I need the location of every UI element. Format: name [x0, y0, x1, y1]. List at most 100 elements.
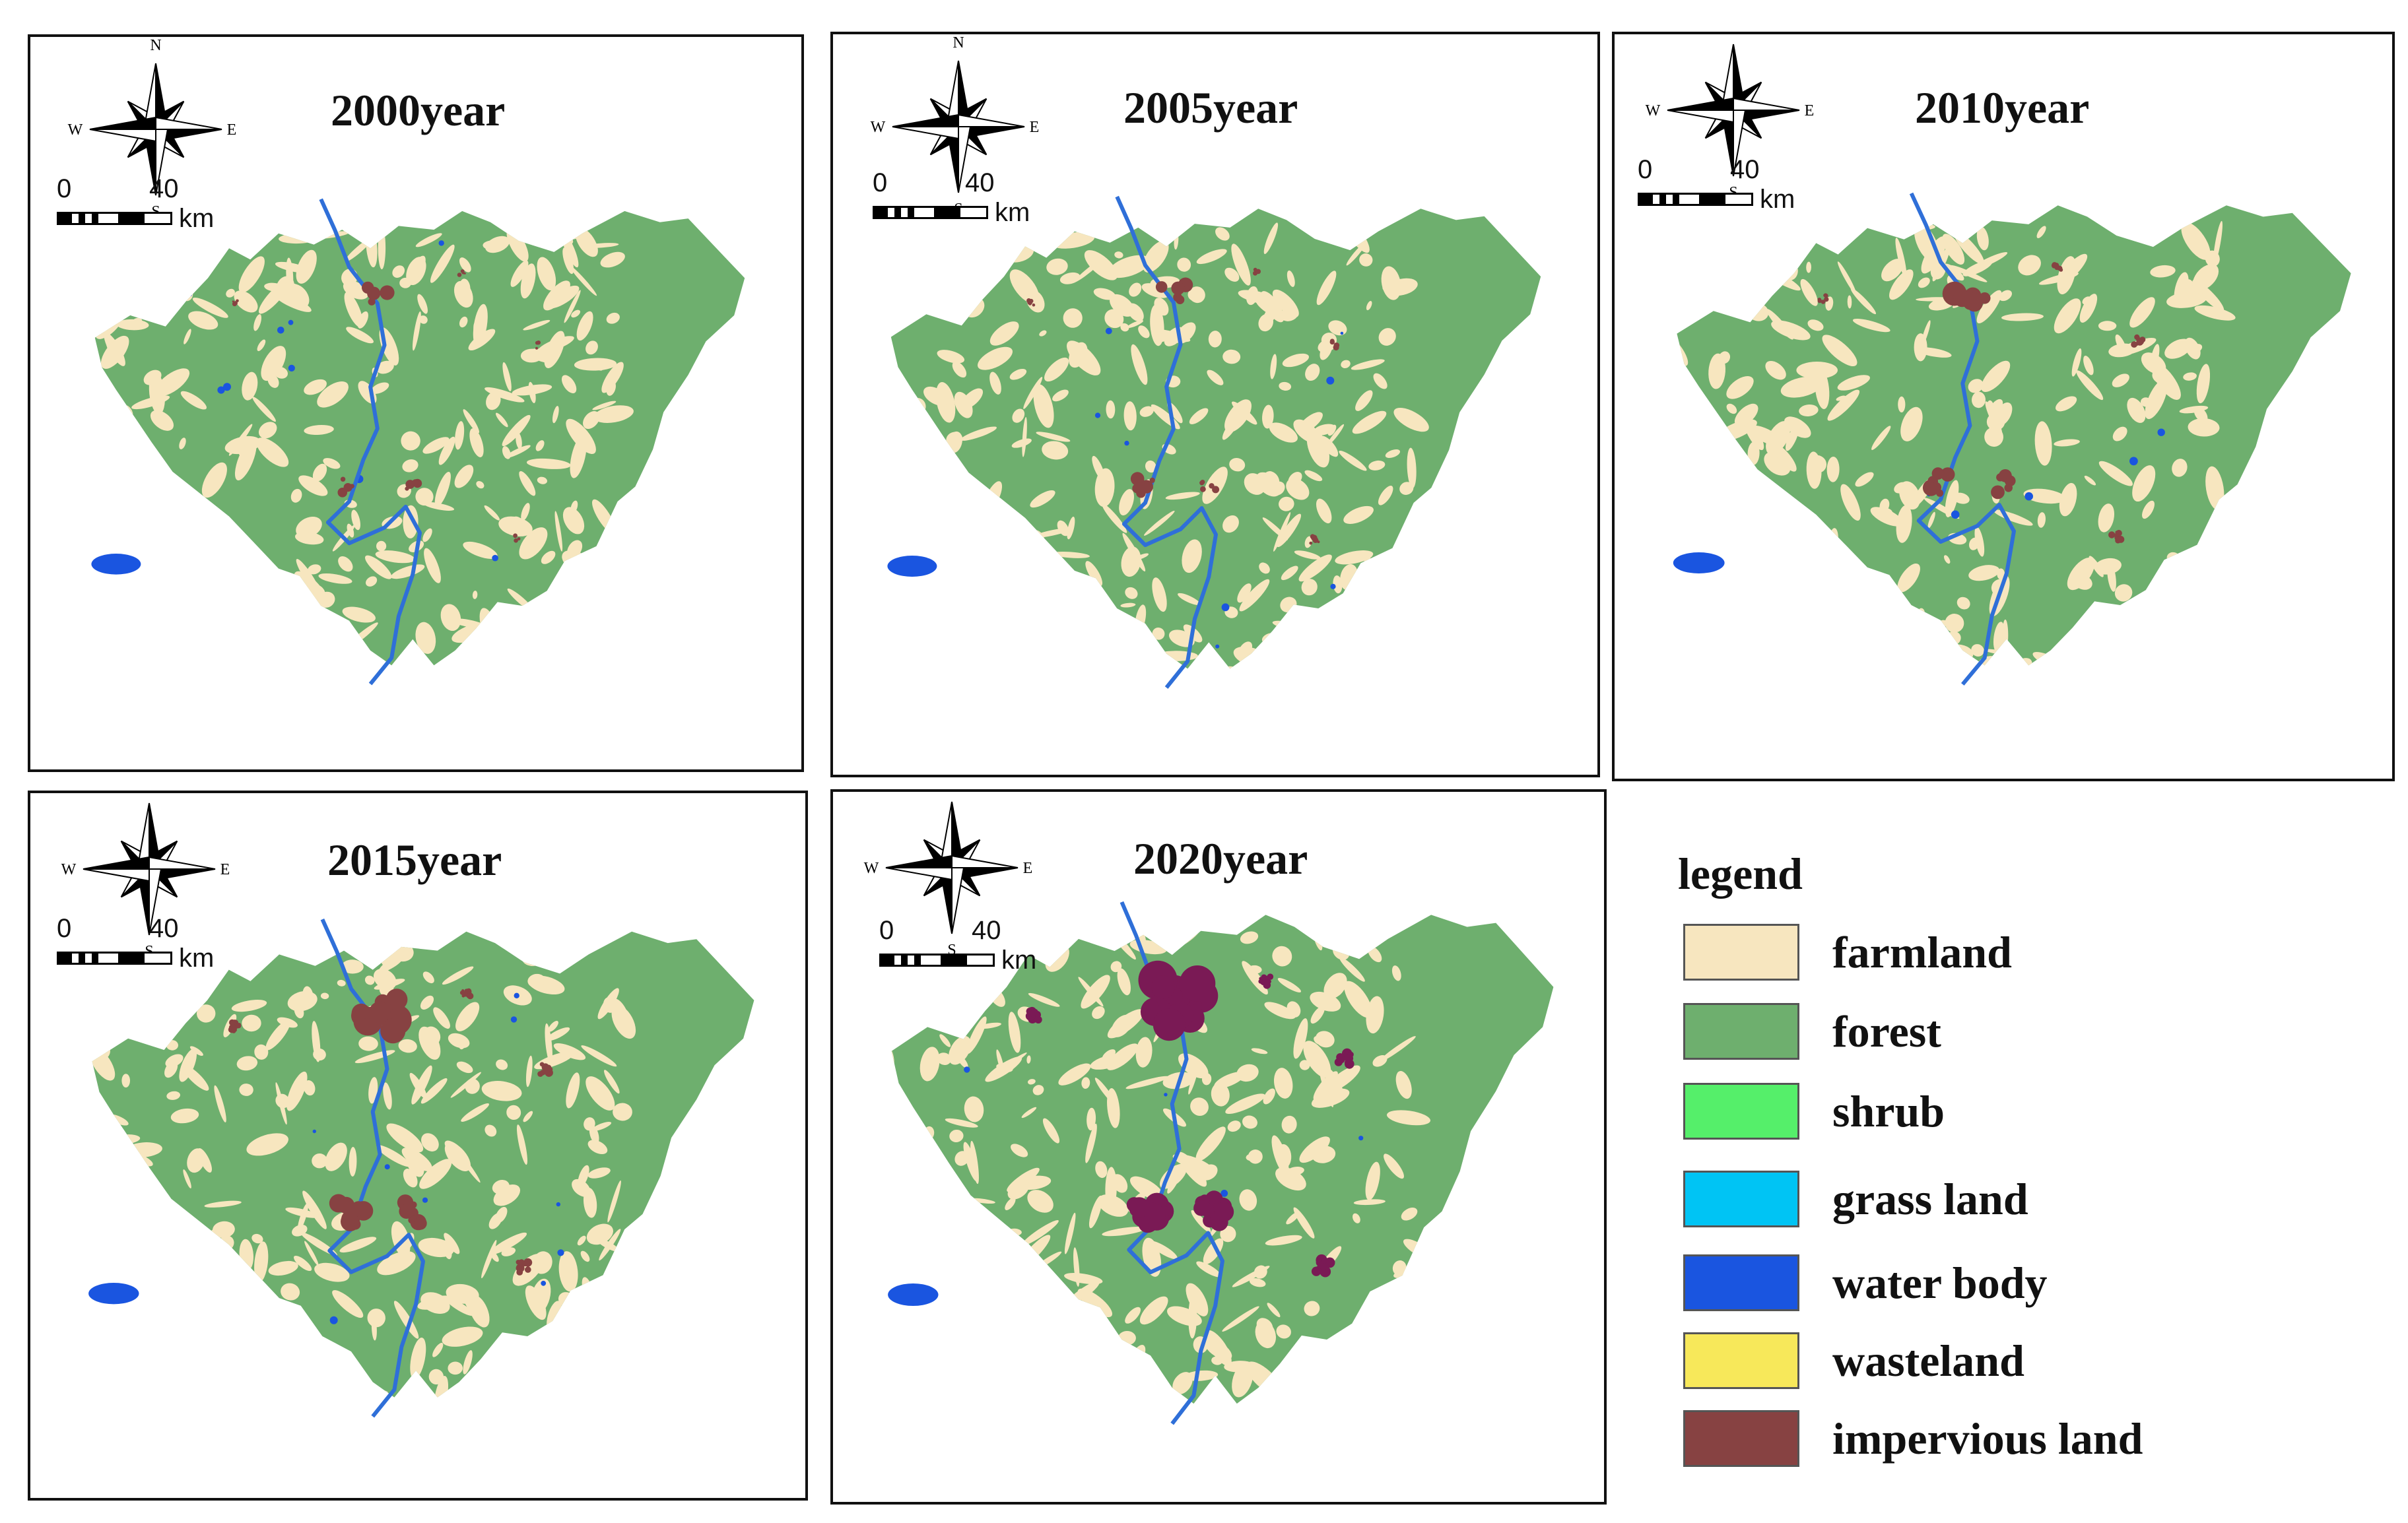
farmland-patch: [2145, 379, 2168, 420]
impervious-cluster: [1136, 488, 1146, 498]
farmland-patch: [1689, 286, 1695, 304]
farmland-patch: [92, 1183, 102, 1212]
impervious-cluster: [518, 1265, 522, 1269]
water-patch: [1330, 583, 1336, 589]
farmland-patch: [1039, 1285, 1049, 1311]
farmland-patch: [1755, 255, 1767, 289]
farmland-patch: [556, 608, 578, 626]
farmland-patch: [253, 314, 262, 331]
farmland-patch: [2183, 372, 2197, 381]
panel-title: 2015year: [327, 835, 502, 885]
farmland-patch: [990, 1274, 1009, 1292]
farmland-patch: [1039, 330, 1047, 337]
farmland-patch: [94, 508, 98, 520]
farmland-patch: [1009, 368, 1027, 380]
farmland-patch: [1397, 1319, 1405, 1356]
farmland-patch: [601, 362, 624, 393]
farmland-patch: [493, 1376, 510, 1398]
farmland-patch: [166, 1361, 180, 1376]
farmland-patch: [1921, 236, 1947, 274]
farmland-patch: [979, 1362, 995, 1398]
farmland-patch: [1152, 628, 1165, 640]
farmland-patch: [461, 1103, 489, 1122]
farmland-patch: [577, 1235, 586, 1246]
farmland-patch: [1962, 260, 1993, 276]
farmland-patch: [576, 311, 593, 341]
farmland-patch: [166, 1366, 180, 1392]
farmland-patch: [169, 1252, 189, 1270]
farmland-patch: [1720, 624, 1751, 643]
farmland-patch: [1073, 1247, 1080, 1287]
farmland-patch: [258, 422, 277, 439]
farmland-patch: [960, 593, 982, 606]
farmland-patch: [608, 1340, 619, 1355]
farmland-patch: [1765, 360, 1786, 380]
farmland-patch: [1239, 1189, 1257, 1211]
farmland-patch: [1249, 1278, 1266, 1287]
impervious-cluster: [461, 989, 465, 992]
farmland-patch: [947, 488, 969, 511]
farmland-patch: [1139, 406, 1154, 417]
farmland-patch: [596, 1238, 619, 1252]
farmland-patch: [145, 1365, 160, 1377]
farmland-patch: [1267, 1303, 1281, 1318]
farmland-patch: [1726, 376, 1754, 399]
farmland-patch: [1714, 433, 1729, 448]
farmland-patch: [187, 1374, 220, 1398]
farmland-patch: [1943, 555, 1951, 564]
water-patch: [288, 319, 294, 325]
farmland-patch: [248, 612, 265, 632]
farmland-patch: [296, 249, 317, 284]
farmland-patch: [1172, 1153, 1212, 1171]
farmland-patch: [1027, 1079, 1036, 1085]
farmland-patch: [150, 1192, 163, 1202]
farmland-patch: [1112, 1174, 1128, 1193]
scale-unit-label: km: [179, 944, 215, 973]
farmland-patch: [1333, 575, 1343, 594]
farmland-patch: [94, 275, 98, 290]
farmland-patch: [1346, 242, 1366, 266]
farmland-patch: [1287, 270, 1295, 287]
farmland-patch: [1032, 1085, 1044, 1095]
farmland-patch: [1168, 630, 1195, 647]
farmland-patch: [1126, 648, 1138, 669]
farmland-patch: [179, 1049, 197, 1082]
farmland-patch: [187, 1148, 205, 1173]
farmland-patch: [1186, 1283, 1209, 1316]
farmland-patch: [1304, 1301, 1320, 1316]
compass-letter-e: E: [1030, 119, 1040, 136]
farmland-patch: [1969, 537, 1980, 550]
farmland-patch: [1231, 243, 1251, 286]
farmland-patch: [1102, 503, 1127, 533]
farmland-patch: [114, 261, 123, 275]
legend-item-wasteland: wasteland: [1683, 1332, 2310, 1393]
water-patch: [2316, 701, 2324, 709]
farmland-patch: [604, 575, 620, 591]
water-patch: [1215, 644, 1220, 649]
farmland-patch: [94, 249, 116, 263]
impervious-cluster: [1317, 540, 1320, 544]
farmland-patch: [1312, 1146, 1336, 1163]
impervious-cluster: [2117, 536, 2125, 543]
farmland-patch: [1863, 583, 1874, 600]
farmland-patch: [523, 1111, 533, 1122]
farmland-patch: [613, 998, 628, 1018]
water-patch: [2357, 203, 2365, 212]
farmland-patch: [1942, 234, 1965, 265]
farmland-patch: [1238, 641, 1253, 658]
farmland-patch: [485, 236, 510, 253]
farmland-patch: [358, 1036, 378, 1051]
farmland-patch: [2034, 421, 2052, 466]
farmland-patch: [2127, 397, 2146, 423]
farmland-patch: [1002, 530, 1021, 548]
farmland-patch: [1335, 550, 1374, 565]
farmland-patch: [1341, 360, 1351, 368]
water-patch: [947, 650, 956, 659]
farmland-patch: [1304, 470, 1323, 482]
farmland-patch: [1066, 653, 1075, 666]
farmland-patch: [2197, 562, 2211, 575]
farmland-patch: [1211, 1082, 1230, 1107]
farmland-patch: [501, 1247, 516, 1256]
water-patch: [1555, 315, 1560, 320]
farmland-patch: [1215, 227, 1230, 241]
